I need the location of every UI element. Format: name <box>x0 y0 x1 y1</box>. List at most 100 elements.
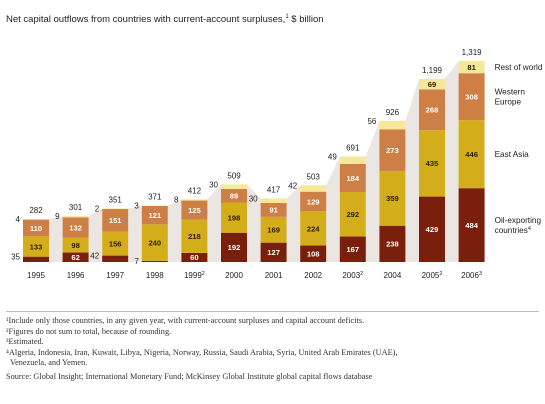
ribbon-2005 <box>445 60 459 262</box>
bar-western_europe-2002 <box>300 191 327 212</box>
bar-east_asia-2002 <box>300 211 327 246</box>
bar-east_asia-1999 <box>181 219 208 253</box>
value-label-rest_of_world-1998: 3 <box>134 201 139 210</box>
bar-rest_of_world-1996 <box>62 216 89 218</box>
total-label-2002: 503 <box>307 172 321 181</box>
bar-east_asia-2001 <box>260 216 287 243</box>
footnote-4-cont: Venezuela, and Yemen. <box>6 358 88 368</box>
total-label-2001: 417 <box>267 185 281 194</box>
value-label-oil-1997: 42 <box>90 252 99 261</box>
footnote-4: ⁴Algeria, Indonesia, Iran, Kuwait, Libya… <box>6 347 398 357</box>
legend-oil-line2: countries4 <box>495 226 531 235</box>
bar-east_asia-1995 <box>23 236 49 257</box>
ribbon-1996 <box>88 208 103 262</box>
bar-oil-2006 <box>458 188 485 262</box>
value-label-western_europe-1999: 125 <box>188 206 201 215</box>
value-label-western_europe-2000: 89 <box>230 192 238 201</box>
total-label-2004: 926 <box>386 108 400 117</box>
x-tick-2001: 2001 <box>265 271 283 280</box>
bar-east_asia-1997 <box>102 231 129 256</box>
total-label-1997: 351 <box>109 195 123 204</box>
bar-rest_of_world-2001 <box>260 198 287 203</box>
bar-rest_of_world-2000 <box>221 184 247 189</box>
bar-oil-1999 <box>181 252 208 262</box>
legend-western_europe-line2: Europe <box>495 98 522 107</box>
ribbon-1997 <box>128 205 142 262</box>
footnote-divider <box>6 311 539 312</box>
bar-east_asia-2000 <box>221 202 247 233</box>
bar-oil-1997 <box>102 255 129 262</box>
connector-ribbons <box>49 60 459 262</box>
x-tick-2005: 20052 <box>422 271 443 280</box>
bar-rest_of_world-1999 <box>181 199 208 201</box>
value-label-western_europe-1998: 121 <box>148 211 161 220</box>
ribbon-1995 <box>49 216 63 262</box>
bar-oil-2003 <box>339 236 366 262</box>
total-label-1999: 412 <box>188 186 202 195</box>
total-label-1995: 282 <box>29 206 43 215</box>
ribbon-1998 <box>167 199 182 262</box>
total-label-1998: 371 <box>148 192 162 201</box>
value-label-east_asia-2004: 359 <box>386 194 399 203</box>
total-label-2003: 691 <box>346 143 360 152</box>
ribbon-2000 <box>247 184 261 262</box>
value-label-rest_of_world-1996: 9 <box>55 212 60 221</box>
value-label-western_europe-2001: 91 <box>269 206 278 215</box>
bar-east_asia-2005 <box>419 130 445 197</box>
bar-oil-2002 <box>300 245 327 262</box>
bar-oil-2000 <box>221 232 247 262</box>
bar-western_europe-1998 <box>141 205 168 225</box>
bar-rest_of_world-1997 <box>102 208 129 210</box>
value-label-western_europe-2006: 308 <box>465 92 478 101</box>
value-label-western_europe-1997: 151 <box>109 216 122 225</box>
footnote-3: ³Estimated. <box>6 337 44 347</box>
bar-east_asia-2003 <box>339 192 366 237</box>
x-tick-2003: 20032 <box>342 271 363 280</box>
value-label-rest_of_world-1999: 8 <box>174 195 179 204</box>
value-label-east_asia-1995: 133 <box>30 242 43 251</box>
value-label-oil-1998: 7 <box>134 257 139 266</box>
x-tick-2006: 20063 <box>461 271 482 280</box>
bar-western_europe-2000 <box>221 188 247 203</box>
value-label-rest_of_world-2003: 49 <box>328 152 337 161</box>
value-label-east_asia-2005: 435 <box>426 159 439 168</box>
bar-western_europe-2004 <box>379 129 406 171</box>
stacked-bar-chart: Net capital outflows from countries with… <box>6 14 543 280</box>
ribbon-2001 <box>286 185 301 262</box>
value-label-oil-2003: 167 <box>346 245 359 254</box>
value-label-oil-2000: 192 <box>228 243 241 252</box>
bar-rest_of_world-2006 <box>458 60 485 74</box>
value-label-rest_of_world-1995: 4 <box>16 215 21 224</box>
bar-western_europe-1995 <box>23 219 49 237</box>
bar-east_asia-2004 <box>379 170 406 226</box>
value-label-rest_of_world-2005: 69 <box>428 80 436 89</box>
x-tick-2004: 2004 <box>384 271 402 280</box>
value-label-east_asia-1999: 218 <box>188 232 201 241</box>
ribbon-2002 <box>326 156 340 262</box>
value-label-rest_of_world-2001: 30 <box>249 194 258 203</box>
bar-rest_of_world-2003 <box>339 156 366 164</box>
total-label-1996: 301 <box>69 203 83 212</box>
bar-rest_of_world-2002 <box>300 185 327 192</box>
value-label-east_asia-1998: 240 <box>148 238 161 247</box>
bar-western_europe-2005 <box>419 89 445 131</box>
value-label-western_europe-2005: 268 <box>426 106 439 115</box>
legend-rest_of_world: Rest of world <box>495 63 543 72</box>
value-label-western_europe-1995: 110 <box>30 224 42 233</box>
footnote-1: ¹Include only those countries, in any gi… <box>6 316 365 325</box>
legend-western_europe: Western <box>495 88 526 97</box>
value-label-east_asia-1996: 98 <box>71 241 79 250</box>
bar-oil-2004 <box>379 225 406 262</box>
value-label-east_asia-2002: 224 <box>307 224 320 233</box>
bar-rest_of_world-2004 <box>379 120 406 130</box>
bar-western_europe-1997 <box>102 208 129 232</box>
value-label-oil-1996: 62 <box>71 253 79 262</box>
value-label-oil-2001: 127 <box>267 248 280 257</box>
bar-east_asia-1996 <box>62 237 89 253</box>
value-label-east_asia-2003: 292 <box>346 210 359 219</box>
value-label-oil-2005: 429 <box>426 225 439 234</box>
value-label-rest_of_world-2004: 56 <box>367 117 376 126</box>
value-label-oil-1995: 35 <box>11 253 20 262</box>
value-label-east_asia-1997: 156 <box>109 240 122 249</box>
ribbon-2004 <box>405 78 419 262</box>
